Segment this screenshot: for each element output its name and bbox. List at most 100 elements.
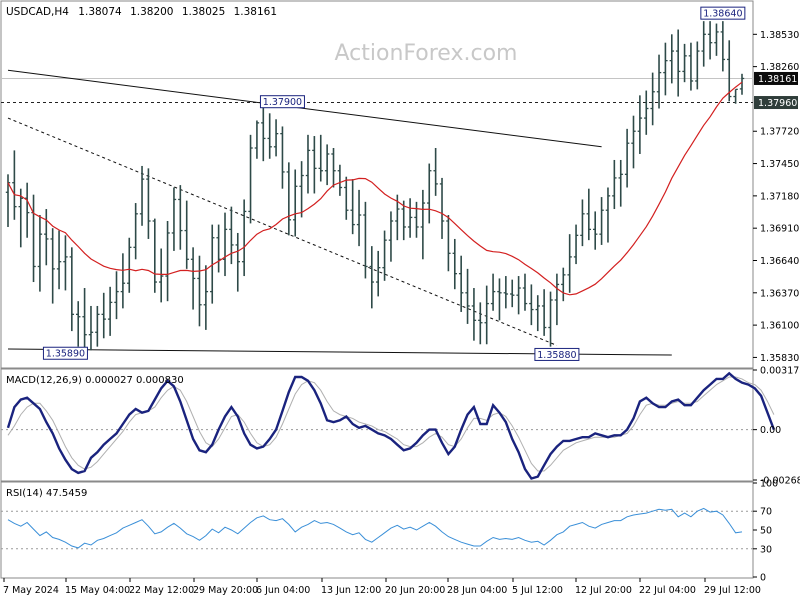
x-tick-label-3: 29 May 20:00 <box>193 585 258 596</box>
candle-13 <box>88 305 94 351</box>
candle-45 <box>293 169 298 237</box>
candle-41 <box>267 113 272 159</box>
candle-106 <box>682 43 687 83</box>
x-tick-label-1: 15 May 04:00 <box>65 585 130 596</box>
candle-75 <box>484 285 489 345</box>
candle-114 <box>733 88 738 104</box>
macd-tick-label-2: -0.00268 <box>760 476 800 487</box>
candle-90 <box>580 199 585 247</box>
rsi-tick-label-0: 100 <box>760 479 778 490</box>
candle-74 <box>478 302 483 345</box>
annotation-box-1 <box>259 95 305 109</box>
candle-15 <box>101 292 106 339</box>
candle-56 <box>363 201 368 279</box>
price-tick-label-5: 1.36910 <box>760 224 799 235</box>
candle-103 <box>663 42 668 96</box>
candle-49 <box>318 134 323 182</box>
rsi-title: RSI(14) 47.5459 <box>6 488 87 499</box>
candle-111 <box>714 23 719 56</box>
candle-87 <box>561 267 566 302</box>
candle-113 <box>727 40 732 102</box>
candle-25 <box>165 221 170 302</box>
candle-88 <box>567 234 572 293</box>
candle-80 <box>516 276 521 315</box>
candle-115 <box>739 73 745 95</box>
candle-81 <box>522 273 528 311</box>
candle-77 <box>497 278 502 321</box>
price-tick-label-8: 1.36100 <box>760 321 799 332</box>
candle-99 <box>637 95 643 154</box>
annotation-label-0: 1.38640 <box>703 9 742 20</box>
symbol-label: USDCAD,H4 <box>6 6 69 18</box>
candle-98 <box>631 115 636 169</box>
candle-1 <box>12 150 17 220</box>
price-tick-label-9: 1.35830 <box>760 353 799 364</box>
rsi-tick-label-3: 30 <box>760 544 772 555</box>
price-grid <box>1 77 753 104</box>
rsi-series <box>7 507 743 549</box>
rsi-y-axis: 100 70 50 30 0 <box>753 479 778 584</box>
candle-8 <box>56 230 62 290</box>
candle-35 <box>229 206 234 265</box>
candle-16 <box>107 286 113 336</box>
candle-63 <box>407 198 413 238</box>
candle-24 <box>158 248 164 303</box>
candle-10 <box>69 247 75 332</box>
x-tick-label-5: 13 Jun 12:00 <box>321 585 381 596</box>
candle-50 <box>324 144 330 186</box>
candle-102 <box>656 54 662 109</box>
candle-7 <box>50 228 55 304</box>
candle-20 <box>133 203 138 260</box>
current-price-tag <box>754 71 798 85</box>
candle-89 <box>573 224 579 265</box>
candle-42 <box>273 119 279 157</box>
x-tick-label-11: 29 Jul 12:00 <box>704 585 761 596</box>
macd-y-axis: 0.003175 0.00 -0.00268 <box>753 366 800 487</box>
current-price-label: 1.38161 <box>758 74 797 85</box>
candle-78 <box>503 276 509 309</box>
trendline-0 <box>7 69 602 148</box>
candle-97 <box>624 128 630 188</box>
candle-94 <box>605 187 611 243</box>
candle-96 <box>618 159 623 207</box>
x-tick-label-9: 12 Jul 20:00 <box>575 585 632 596</box>
candle-52 <box>337 164 343 196</box>
candle-44 <box>286 162 292 236</box>
annotation-label-3: 1.35880 <box>537 350 576 361</box>
candle-40 <box>261 104 266 162</box>
ohlc-high: 1.38200 <box>130 6 173 18</box>
candle-68 <box>439 177 445 239</box>
candle-100 <box>644 90 649 135</box>
annotation-box-3 <box>534 347 580 361</box>
marker-price-tag <box>754 96 798 110</box>
candle-17 <box>114 271 119 320</box>
candle-11 <box>76 301 81 347</box>
ohlc-open: 1.38074 <box>78 6 122 18</box>
candle-9 <box>63 235 68 291</box>
candle-71 <box>458 255 464 312</box>
candle-79 <box>510 279 515 308</box>
candles <box>5 21 745 352</box>
macd-panel-frame <box>0 368 754 482</box>
marker-price-label: 1.37960 <box>758 98 797 109</box>
candle-82 <box>529 284 534 326</box>
candle-34 <box>222 212 228 277</box>
candle-85 <box>548 291 553 347</box>
macd-title: MACD(12,26,9) 0.000027 0.000830 <box>6 375 184 386</box>
x-tick-label-10: 22 Jul 04:00 <box>639 585 696 596</box>
candle-58 <box>375 250 381 297</box>
candle-39 <box>254 120 260 159</box>
candle-72 <box>465 268 470 324</box>
price-panel-frame <box>0 0 754 369</box>
candle-55 <box>356 189 362 247</box>
candle-104 <box>669 34 674 84</box>
price-tick-label-4: 1.37180 <box>760 191 799 202</box>
macd-tick-label-1: 0.00 <box>760 425 781 436</box>
candle-101 <box>650 72 655 126</box>
candle-107 <box>688 42 694 91</box>
candle-84 <box>541 289 547 336</box>
candle-59 <box>382 230 387 281</box>
candle-36 <box>235 232 240 292</box>
x-tick-label-2: 22 May 12:00 <box>129 585 194 596</box>
